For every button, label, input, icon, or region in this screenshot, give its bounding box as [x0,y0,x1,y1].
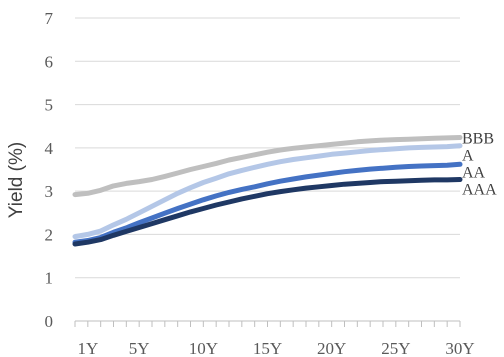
series-lines [72,135,463,247]
y-tick-label-7: 7 [45,9,54,28]
y-tick-label-1: 1 [45,269,54,288]
y-tick-label-4: 4 [45,139,54,158]
y-tick-label-0: 0 [45,312,54,331]
series-label-a: A [462,147,474,164]
series-line-aa [72,161,463,245]
x-tick-label-25Y: 25Y [381,339,410,357]
series-line-a [72,143,463,240]
y-tick-label-2: 2 [45,225,54,244]
x-tick-label-30Y: 30Y [445,339,474,357]
series-label-aa: AA [462,164,486,181]
series-line-aaa [72,177,463,247]
x-tick-label-1Y: 1Y [77,339,98,357]
gridlines [75,17,460,279]
y-tick-label-3: 3 [45,182,54,201]
y-axis: 0 1 2 3 4 5 6 7 [45,9,54,331]
x-tick-label-10Y: 10Y [189,339,218,357]
series-line-bbb [72,135,463,198]
x-tick-label-15Y: 15Y [253,339,282,357]
y-axis-title: Yield (%) [6,142,27,218]
y-tick-label-5: 5 [45,96,54,115]
y-tick-label-6: 6 [45,52,54,71]
x-tick-label-5Y: 5Y [129,339,150,357]
x-tick-label-20Y: 20Y [317,339,346,357]
x-axis: 1Y 5Y 10Y 15Y 20Y 25Y 30Y [74,320,475,357]
series-label-bbb: BBB [462,130,494,147]
series-label-aaa: AAA [462,181,497,198]
